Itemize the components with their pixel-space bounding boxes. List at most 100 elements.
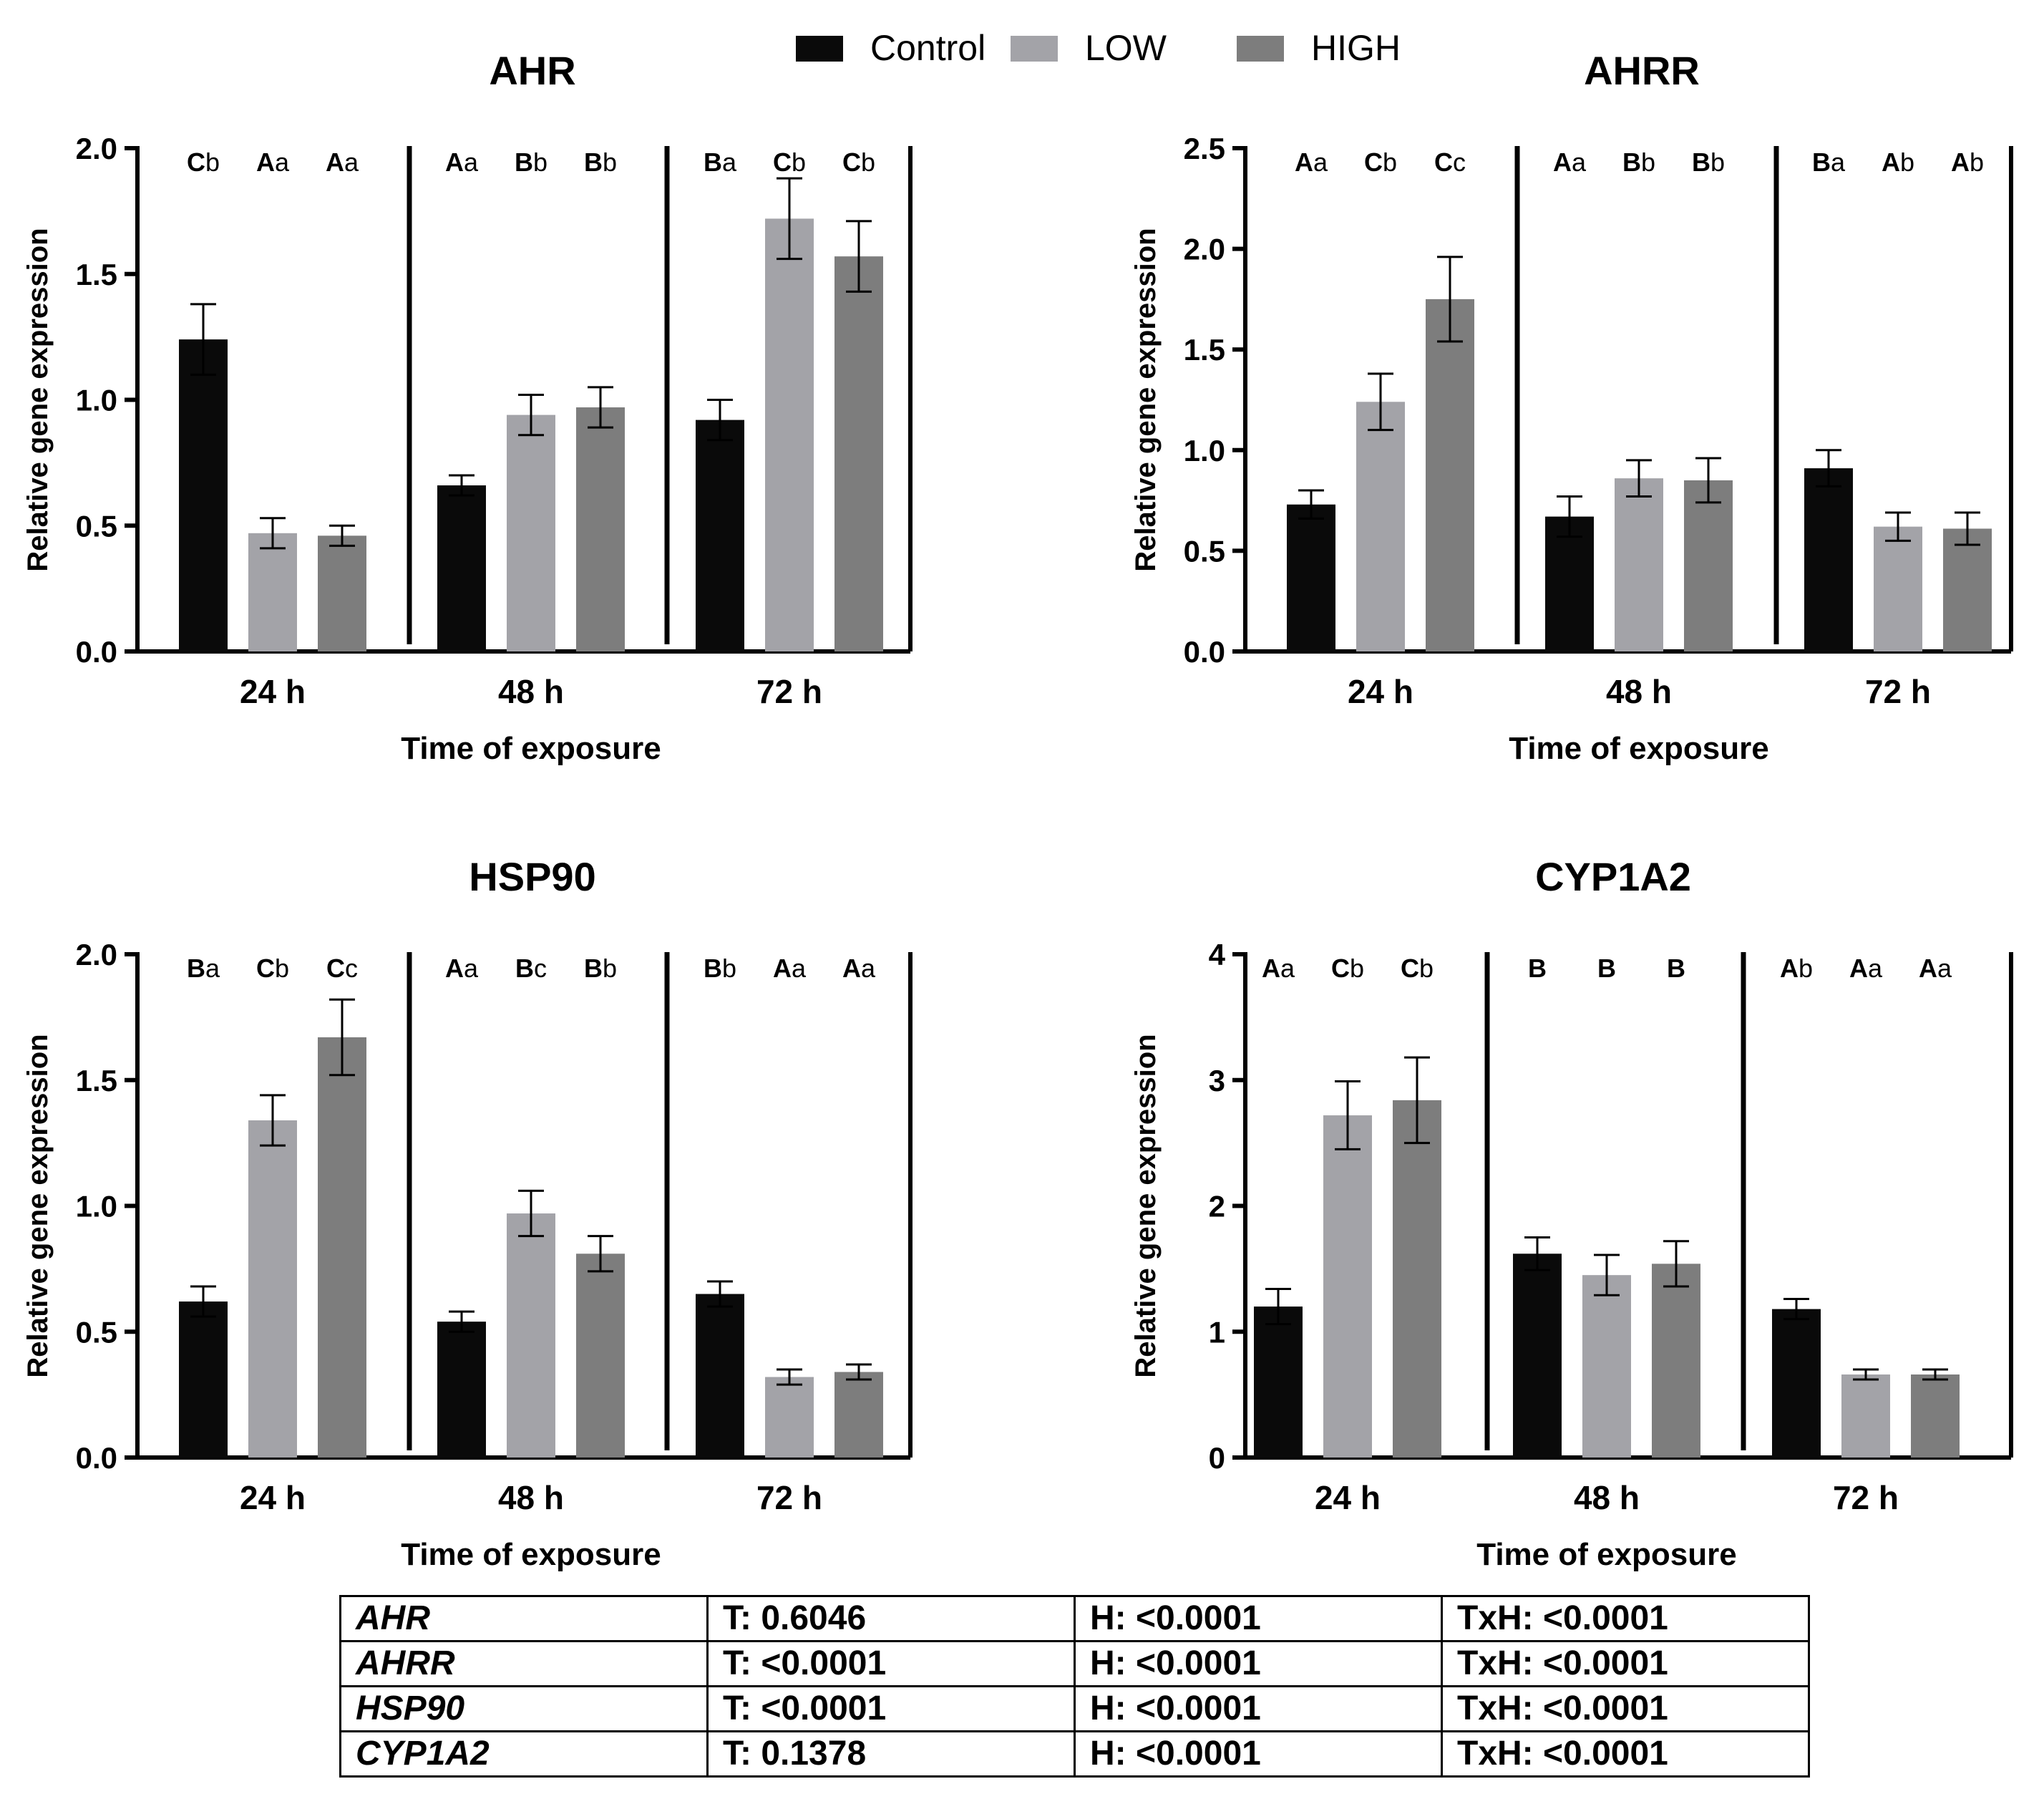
significance-label: Cb [1331, 954, 1364, 983]
y-tick-label: 1.5 [76, 258, 117, 291]
significance-upper: A [445, 954, 464, 983]
stats-time-cell: T: 0.1378 [706, 1730, 1076, 1778]
significance-lower: a [722, 147, 737, 177]
stats-row: AHR T: 0.6046 H: <0.0001 TxH: <0.0001 [339, 1595, 1810, 1642]
stats-row: AHRR T: <0.0001 H: <0.0001 TxH: <0.0001 [339, 1640, 1810, 1687]
significance-upper: A [1262, 954, 1280, 983]
significance-lower: b [205, 147, 220, 177]
significance-lower: a [861, 954, 876, 983]
significance-label: Aa [445, 954, 479, 983]
significance-upper: A [1295, 147, 1313, 177]
x-axis-title: Time of exposure [1476, 1537, 1737, 1572]
significance-lower: b [603, 147, 617, 177]
bar-control [179, 1301, 228, 1458]
significance-label: Cb [1401, 954, 1434, 983]
stats-interaction-cell: TxH: <0.0001 [1441, 1730, 1810, 1778]
significance-lower: a [1313, 147, 1328, 177]
significance-label: Cb [773, 147, 806, 177]
y-tick-label: 1.0 [1184, 434, 1225, 467]
significance-upper: C [842, 147, 861, 177]
significance-upper: C [326, 954, 345, 983]
significance-label: Aa [1849, 954, 1883, 983]
y-tick-label: 1 [1209, 1315, 1225, 1349]
bar-low [1841, 1374, 1890, 1458]
significance-label: Bb [584, 147, 617, 177]
significance-label: Cb [256, 954, 289, 983]
bar-low [248, 533, 297, 651]
stats-row: CYP1A2 T: 0.1378 H: <0.0001 TxH: <0.0001 [339, 1730, 1810, 1778]
x-category-label: 24 h [1348, 673, 1413, 710]
x-category-label: 48 h [1574, 1479, 1640, 1516]
y-axis-title: Relative gene expression [1130, 228, 1162, 571]
y-tick-label: 0.5 [76, 509, 117, 543]
significance-label: B [1667, 954, 1685, 983]
significance-label: Ba [187, 954, 220, 983]
y-axis-title: Relative gene expression [1130, 1034, 1162, 1377]
bar-high [1652, 1264, 1700, 1458]
y-tick-label: 2.0 [76, 132, 117, 165]
chart-title: AHR [489, 48, 575, 93]
y-axis-title: Relative gene expression [22, 228, 54, 571]
bar-control [1804, 468, 1853, 651]
significance-lower: a [464, 954, 479, 983]
significance-label: Bb [515, 147, 548, 177]
x-category-label: 72 h [756, 1479, 822, 1516]
significance-lower: c [534, 954, 547, 983]
y-tick-label: 1.0 [76, 384, 117, 417]
bar-low [1356, 402, 1405, 651]
significance-label: Bb [1622, 147, 1655, 177]
significance-label: Cb [1364, 147, 1397, 177]
significance-lower: a [1572, 147, 1587, 177]
stats-interaction-cell: TxH: <0.0001 [1441, 1685, 1810, 1732]
bar-high [576, 407, 625, 651]
stats-gene-cell: AHRR [339, 1640, 709, 1687]
stats-hormone-cell: H: <0.0001 [1074, 1730, 1443, 1778]
significance-label: Aa [773, 954, 807, 983]
bar-high [1911, 1374, 1960, 1458]
significance-lower: b [722, 954, 736, 983]
x-category-label: 48 h [498, 1479, 564, 1516]
y-tick-label: 0 [1209, 1441, 1225, 1475]
y-tick-label: 0.0 [76, 1441, 117, 1475]
significance-label: Cb [842, 147, 875, 177]
y-tick-label: 1.0 [76, 1190, 117, 1223]
legend-label: HIGH [1311, 28, 1401, 68]
significance-label: Aa [256, 147, 290, 177]
significance-lower: b [1641, 147, 1655, 177]
significance-label: Cb [187, 147, 220, 177]
stats-hormone-cell: H: <0.0001 [1074, 1595, 1443, 1642]
stats-gene-cell: CYP1A2 [339, 1730, 709, 1778]
y-tick-label: 2.0 [76, 938, 117, 971]
significance-upper: A [842, 954, 861, 983]
legend-label: Control [870, 28, 986, 68]
bar-high [1426, 299, 1474, 651]
significance-lower: a [205, 954, 220, 983]
x-category-label: 24 h [1315, 1479, 1381, 1516]
bar-low [507, 1213, 555, 1458]
significance-upper: B [515, 954, 534, 983]
stats-interaction-cell: TxH: <0.0001 [1441, 1640, 1810, 1687]
significance-lower: b [861, 147, 875, 177]
significance-upper: A [1780, 954, 1799, 983]
y-tick-label: 1.5 [76, 1064, 117, 1097]
significance-lower: b [1383, 147, 1397, 177]
y-tick-label: 2 [1209, 1190, 1225, 1223]
bar-high [1684, 480, 1733, 651]
significance-label: Ba [1812, 147, 1846, 177]
significance-lower: b [1970, 147, 1984, 177]
stats-time-cell: T: 0.6046 [706, 1595, 1076, 1642]
stats-hormone-cell: H: <0.0001 [1074, 1640, 1443, 1687]
significance-upper: C [773, 147, 792, 177]
significance-upper: B [1622, 147, 1641, 177]
x-axis-title: Time of exposure [1509, 731, 1769, 766]
bar-high [318, 1037, 366, 1458]
significance-upper: A [1919, 954, 1937, 983]
significance-lower: b [533, 147, 548, 177]
significance-lower: a [464, 147, 479, 177]
legend-label: LOW [1085, 28, 1167, 68]
significance-lower: a [792, 954, 807, 983]
significance-upper: B [515, 147, 533, 177]
significance-lower: a [1280, 954, 1295, 983]
